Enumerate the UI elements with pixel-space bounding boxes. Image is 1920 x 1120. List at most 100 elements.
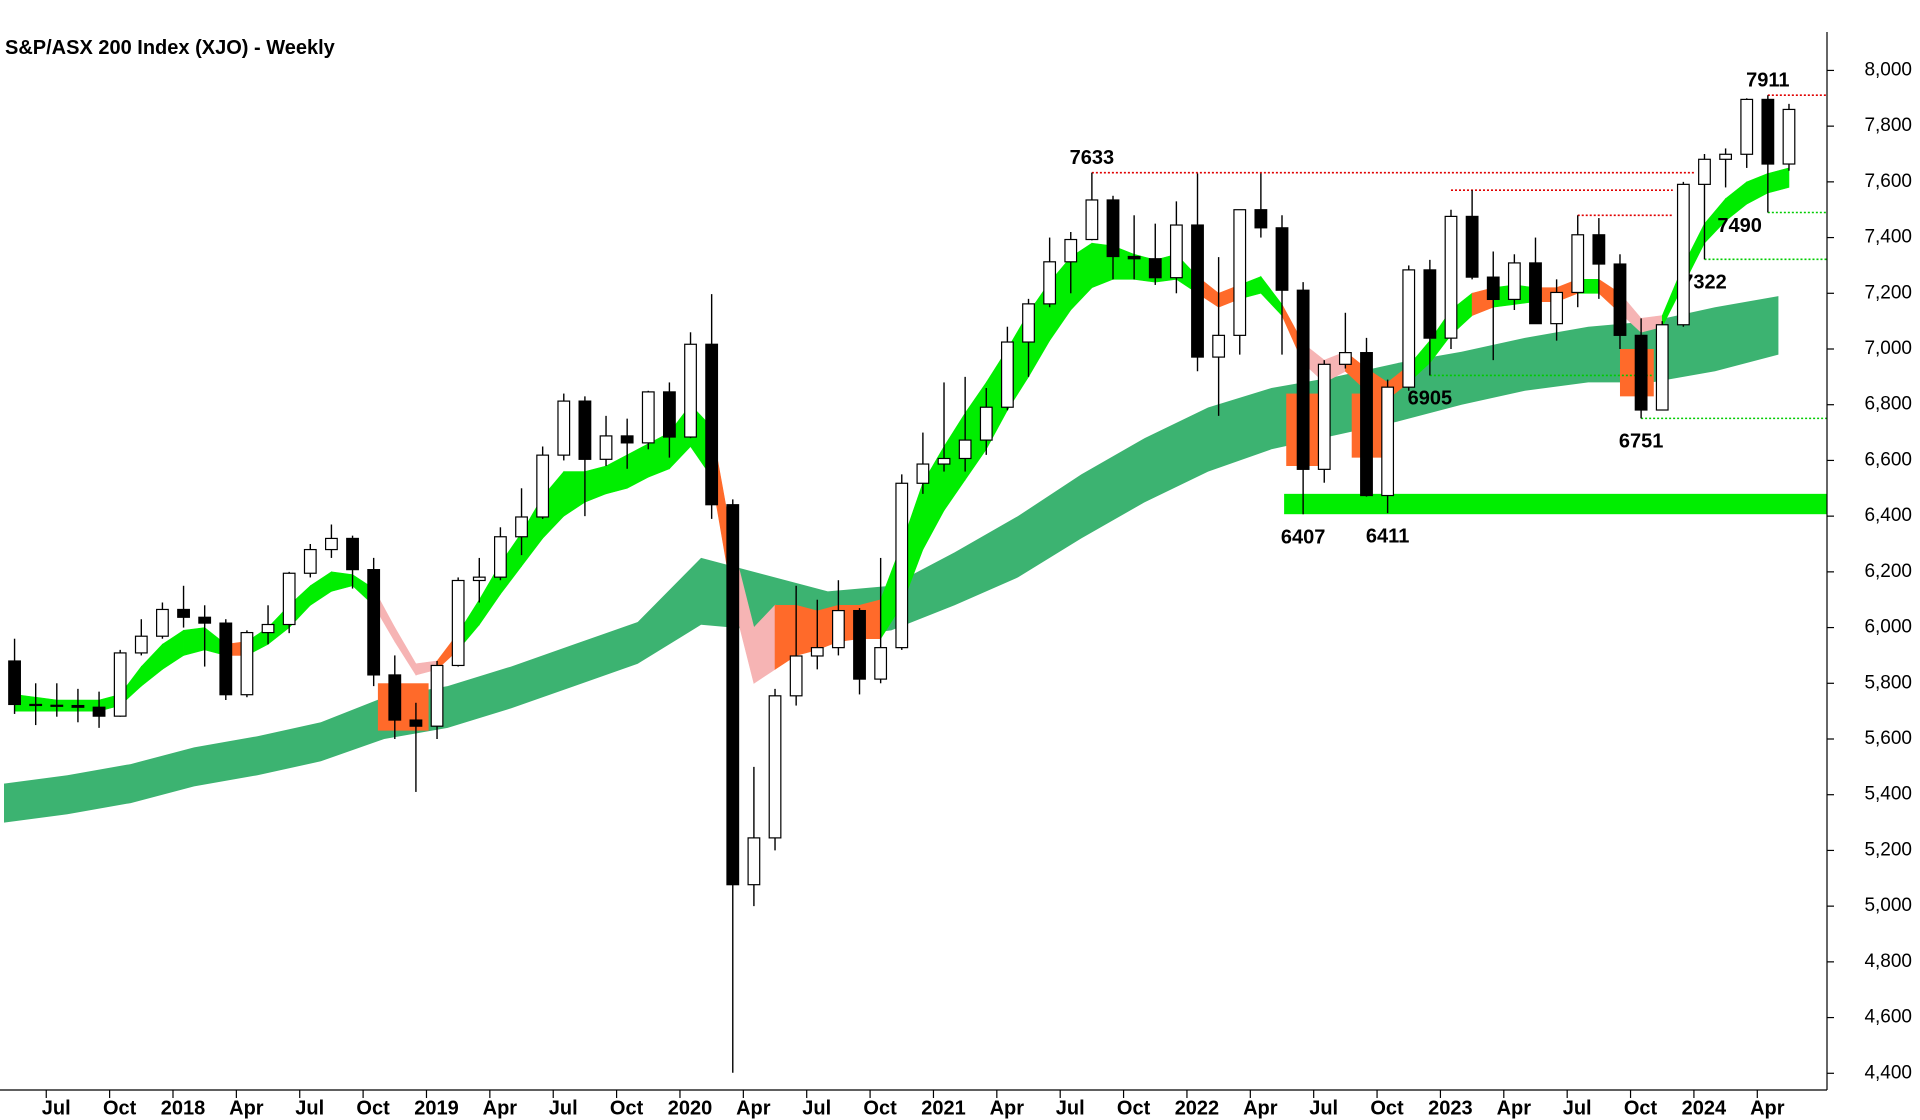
- y-tick-label: 7,200: [1864, 282, 1912, 303]
- candle-body: [156, 608, 169, 637]
- x-tick-label: Oct: [356, 1097, 390, 1119]
- candle-body: [1423, 269, 1437, 339]
- candle-body: [1740, 98, 1754, 155]
- candle-body: [705, 343, 719, 506]
- candle-body: [1698, 158, 1711, 185]
- candle-body: [261, 623, 275, 634]
- candle-body: [177, 608, 190, 618]
- candle-body: [1212, 334, 1226, 358]
- candle-body: [1592, 234, 1606, 265]
- candle-body: [367, 569, 381, 676]
- candle-body: [726, 504, 740, 886]
- x-tick-label: Oct: [610, 1097, 644, 1119]
- candle-body: [979, 406, 993, 441]
- candle-body: [1761, 98, 1775, 165]
- candle-body: [874, 647, 888, 680]
- y-tick-label: 6,600: [1864, 449, 1912, 470]
- x-tick-label: 2020: [668, 1097, 713, 1119]
- candle-body: [1402, 269, 1416, 388]
- candle-body: [1486, 276, 1500, 301]
- x-tick-label: Jul: [1563, 1097, 1592, 1119]
- candle-body: [1233, 209, 1247, 336]
- level-label: 6905: [1408, 388, 1453, 410]
- candle-body: [346, 537, 359, 571]
- x-tick-label: Apr: [990, 1097, 1025, 1119]
- candle-body: [1106, 199, 1120, 258]
- y-tick-label: 7,600: [1864, 171, 1912, 192]
- y-tick-label: 7,800: [1864, 115, 1912, 136]
- candle-body: [1465, 215, 1479, 278]
- candle-body: [240, 631, 254, 696]
- candle-body: [303, 548, 317, 574]
- candle-body: [472, 576, 486, 582]
- x-tick-label: Apr: [1497, 1097, 1532, 1119]
- candle-body: [662, 391, 676, 438]
- candle-body: [937, 457, 951, 465]
- y-tick-label: 6,200: [1864, 561, 1912, 582]
- candle-body: [1381, 386, 1395, 497]
- level-label: 6407: [1281, 526, 1326, 548]
- y-tick-label: 5,600: [1864, 728, 1912, 749]
- chart-title: S&P/ASX 200 Index (XJO) - Weekly: [5, 37, 336, 59]
- candle-body: [1317, 363, 1331, 470]
- y-tick-label: 4,800: [1864, 951, 1912, 972]
- candle-body: [641, 391, 655, 444]
- candle-body: [92, 706, 106, 717]
- y-tick-label: 6,000: [1864, 617, 1912, 638]
- candle-body: [1022, 303, 1035, 343]
- candle-body: [1571, 234, 1585, 294]
- x-tick-label: 2022: [1175, 1097, 1220, 1119]
- candle-body: [451, 579, 465, 667]
- candle-body: [1719, 153, 1733, 160]
- y-tick-label: 4,600: [1864, 1007, 1912, 1028]
- level-label: 6751: [1619, 431, 1664, 453]
- candle-body: [958, 439, 972, 460]
- x-tick-label: Jul: [295, 1097, 324, 1119]
- candle-body: [599, 435, 613, 460]
- candle-body: [1529, 262, 1542, 325]
- candle-body: [810, 647, 824, 657]
- candle-body: [1127, 255, 1141, 260]
- candle-body: [916, 463, 930, 484]
- candle-body: [1550, 291, 1564, 325]
- candle-body: [1782, 108, 1796, 165]
- candle-body: [113, 652, 127, 717]
- candle-body: [282, 572, 296, 626]
- candle-body: [1613, 263, 1627, 336]
- y-tick-label: 7,000: [1864, 338, 1912, 359]
- candle-body: [50, 704, 64, 707]
- candle-body: [1296, 289, 1310, 470]
- x-tick-label: Oct: [103, 1097, 137, 1119]
- x-tick-label: Apr: [736, 1097, 771, 1119]
- x-tick-label: Jul: [1309, 1097, 1338, 1119]
- x-tick-label: 2021: [921, 1097, 966, 1119]
- levels-layer: 7911 7633 7490 7322 6905 6751 6407 6411: [1070, 70, 1827, 548]
- x-tick-label: Jul: [549, 1097, 578, 1119]
- x-tick-label: 2018: [161, 1097, 206, 1119]
- candle-body: [895, 482, 909, 649]
- candle-body: [494, 536, 507, 578]
- x-tick-label: Oct: [1117, 1097, 1151, 1119]
- candle-body: [1338, 352, 1352, 365]
- candle-body: [1444, 215, 1458, 339]
- candle-body: [325, 537, 338, 551]
- candle-body: [831, 609, 845, 649]
- candle-body: [1085, 199, 1099, 241]
- candle-body: [198, 616, 212, 624]
- candle-body: [1275, 227, 1289, 291]
- level-label: 7322: [1682, 272, 1727, 294]
- candle-body: [768, 695, 782, 839]
- level-label: 7633: [1070, 147, 1115, 169]
- y-tick-label: 6,400: [1864, 505, 1912, 526]
- x-tick-label: Apr: [1243, 1097, 1278, 1119]
- candle-body: [684, 343, 697, 438]
- x-tick-label: Apr: [483, 1097, 518, 1119]
- candle-body: [1000, 341, 1014, 408]
- candle-body: [1148, 258, 1162, 279]
- candle-body: [29, 703, 43, 707]
- x-tick-label: 2019: [414, 1097, 459, 1119]
- x-tick-label: Jul: [802, 1097, 831, 1119]
- x-tick-label: Jul: [42, 1097, 71, 1119]
- candle-body: [71, 704, 85, 708]
